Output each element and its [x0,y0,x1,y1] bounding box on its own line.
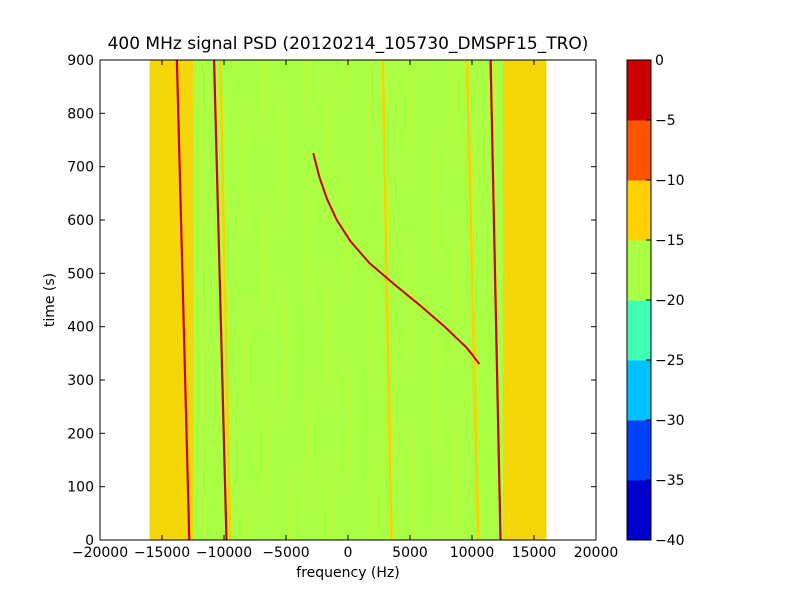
spectral-line-line-d [381,60,393,540]
heatmap-layer [149,60,547,540]
colorbar-segment [627,120,651,181]
colorbar-tick-label: −40 [655,533,685,549]
plot-area [99,59,597,541]
noise-striation [262,60,268,540]
noise-striation [198,60,205,540]
y-tick-label: 400 [67,320,94,336]
x-tick-label: 10000 [450,545,495,561]
noise-striation [346,60,353,540]
x-tick-label: −5000 [262,545,309,561]
noise-striation [388,60,395,540]
colorbar-segment [627,420,651,481]
colorbar-tick-label: −30 [655,413,685,429]
y-axis: 0 100 200 300 400 500 600 700 800 900 [67,53,596,549]
spectral-line-line-c [219,60,232,540]
x-tick-label: −20000 [72,545,128,561]
y-tick-label: 700 [67,160,94,176]
spectral-line-line-b [212,60,228,540]
x-tick-label: 15000 [512,545,557,561]
chart-title: 400 MHz signal PSD (20120214_105730_DMSP… [108,34,589,54]
colorbar-segment [627,60,651,121]
colorbar-tick-label: −5 [655,113,676,129]
y-tick-label: 300 [67,373,94,389]
y-tick-label: 100 [67,480,94,496]
y-tick-label: 200 [67,426,94,442]
colorbar-tick-label: 0 [655,53,664,69]
noise-striation [514,60,521,540]
heatmap-background [149,60,547,540]
colorbar-segment [627,180,651,241]
y-tick-label: 500 [67,266,94,282]
x-tick-label: −15000 [134,545,190,561]
noise-striation [156,60,163,540]
y-tick-label: 600 [67,213,94,229]
y-tick-label: 0 [85,533,94,549]
colorbar-tick-label: −35 [655,473,685,489]
noise-striation [367,60,374,540]
y-tick-label: 800 [67,106,94,122]
x-tick-label: −10000 [196,545,252,561]
colorbar-segment [627,300,651,361]
noise-striation [240,60,247,540]
y-tick-label: 900 [67,53,94,69]
x-tick-label: 5000 [392,545,428,561]
colorbar-segment [627,240,651,301]
colorbar-tick-label: −25 [655,353,685,369]
colorbar-tick-label: −15 [655,233,685,249]
spectral-line-line-e [465,60,480,540]
y-axis-label: time (s) [42,273,58,327]
noise-striation [304,60,310,540]
colorbar-segment [627,360,651,421]
edge-band-texture-0 [149,60,193,540]
noise-striation [430,60,437,540]
colorbar: −40 −35 −30 −25 −20 −15 −10 −5 0 [626,53,685,549]
x-axis: −20000 −15000 −10000 −5000 0 5000 10000 15000 20… [72,60,618,561]
colorbar-segment [627,480,651,541]
spectral-line-line-a [175,60,191,540]
noise-striation [536,60,542,540]
x-axis-label: frequency (Hz) [296,565,399,581]
doppler-curve [312,153,481,365]
colorbar-tick-label: −10 [655,173,685,189]
noise-striation [325,60,332,540]
noise-striation [451,60,458,540]
noise-striation [283,60,289,540]
spectral-line-line-f [489,60,502,540]
x-tick-label: 0 [344,545,353,561]
colorbar-tick-label: −20 [655,293,685,309]
edge-band-texture-1 [503,60,547,540]
x-tick-label: 20000 [574,545,619,561]
